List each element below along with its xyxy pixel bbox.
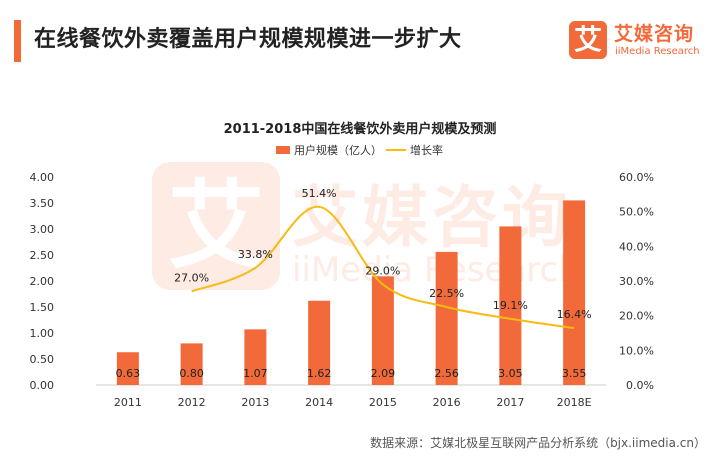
growth-rate-label: 51.4%	[302, 187, 337, 200]
legend-label-line: 增长率	[410, 143, 443, 157]
page-title: 在线餐饮外卖覆盖用户规模规模进一步扩大	[34, 27, 462, 52]
y-left-tick-label: 0.50	[30, 353, 55, 366]
bar-value-label: 2.09	[371, 367, 396, 380]
bar-2011	[116, 352, 139, 385]
y-right-tick-label: 10.0%	[619, 344, 654, 357]
bar-2018E	[563, 200, 586, 385]
data-source-note: 数据来源：艾媒北极星互联网产品分析系统（bjx.iimedia.cn）	[370, 436, 706, 450]
watermark-mark-icon: 艾	[152, 162, 280, 290]
chart-title: 2011-2018中国在线餐饮外卖用户规模及预测	[223, 122, 497, 137]
brand-logo: 艾 艾媒咨询 iiMedia Research	[569, 18, 709, 64]
growth-rate-label: 33.8%	[238, 248, 273, 261]
x-tick-label: 2016	[433, 396, 461, 409]
y-left-tick-label: 0.00	[30, 379, 55, 392]
growth-rate-label: 27.0%	[174, 271, 209, 284]
bar-2015	[371, 276, 394, 385]
bar-value-label: 2.56	[434, 367, 459, 380]
y-right-tick-label: 60.0%	[619, 171, 654, 184]
y-left-tick-label: 2.00	[30, 275, 55, 288]
logo-name-cn: 艾媒咨询	[614, 23, 695, 45]
bar-value-label: 3.05	[498, 367, 523, 380]
watermark-name-cn: 艾媒咨询	[292, 179, 572, 256]
y-right-tick-label: 20.0%	[619, 310, 654, 323]
bar-value-label: 3.55	[562, 367, 587, 380]
y-right-tick-label: 0.0%	[626, 379, 654, 392]
y-left-tick-label: 1.50	[30, 301, 55, 314]
legend-label-bar: 用户规模（亿人）	[294, 143, 382, 157]
growth-rate-label: 29.0%	[365, 264, 400, 277]
x-tick-label: 2014	[305, 396, 333, 409]
bar-value-label: 1.07	[243, 367, 268, 380]
bar-value-label: 1.62	[307, 367, 332, 380]
y-left-tick-label: 3.50	[30, 197, 55, 210]
growth-rate-label: 16.4%	[557, 308, 592, 321]
x-tick-label: 2018E	[557, 396, 592, 409]
y-left-tick-label: 4.00	[30, 171, 55, 184]
bar-2014	[308, 300, 331, 385]
logo-name-en: iiMedia Research	[615, 46, 700, 57]
growth-rate-label: 19.1%	[493, 299, 528, 312]
bar-2016	[435, 251, 458, 385]
x-tick-label: 2013	[241, 396, 269, 409]
growth-rate-line	[191, 205, 575, 330]
y-right-tick-label: 50.0%	[619, 206, 654, 219]
y-right-tick-label: 30.0%	[619, 275, 654, 288]
logo-mark-icon: 艾	[569, 21, 607, 59]
y-right-tick-label: 40.0%	[619, 240, 654, 253]
y-left-tick-label: 3.00	[30, 223, 55, 236]
x-tick-label: 2011	[114, 396, 142, 409]
x-tick-label: 2015	[369, 396, 397, 409]
bar-2017	[499, 226, 522, 385]
x-tick-label: 2017	[496, 396, 524, 409]
growth-rate-label: 22.5%	[429, 287, 464, 300]
bar-value-label: 0.80	[179, 367, 204, 380]
y-left-tick-label: 1.00	[30, 327, 55, 340]
bar-value-label: 0.63	[116, 367, 141, 380]
bar-2012	[180, 343, 203, 385]
title-accent-bar	[14, 20, 21, 62]
bar-2013	[244, 329, 267, 385]
x-tick-label: 2012	[178, 396, 206, 409]
y-left-tick-label: 2.50	[30, 249, 55, 262]
legend-swatch-bar	[276, 146, 290, 154]
